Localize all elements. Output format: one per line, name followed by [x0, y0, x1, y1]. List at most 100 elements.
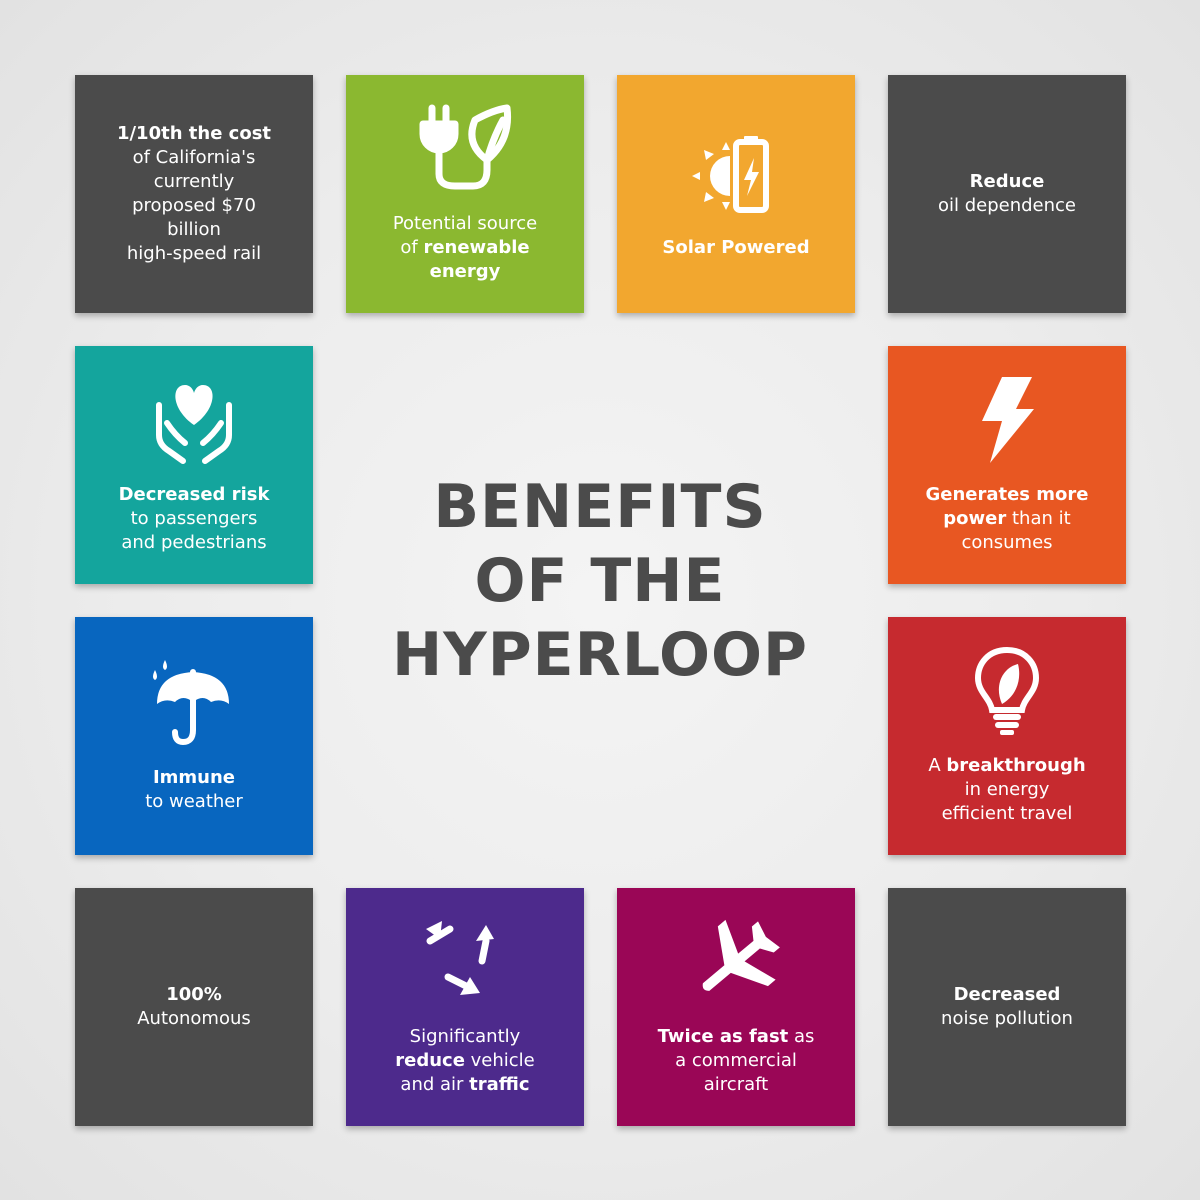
text-bold-run: renewable [423, 237, 530, 258]
tile-text-line: Decreased [941, 983, 1073, 1007]
tile-text-line: efficient travel [928, 802, 1085, 826]
tile-text-line: currently [117, 170, 271, 194]
text-run: aircraft [703, 1074, 769, 1095]
text-bold-run: reduce [395, 1050, 465, 1071]
tile-text: Decreased noise pollution [941, 983, 1073, 1031]
text-run: Autonomous [137, 1008, 251, 1029]
tile-text-line: Potential source [393, 212, 537, 236]
tile-reduce-traffic: Significantly reduce vehicle and air traff… [346, 888, 584, 1126]
tile-breakthrough: A breakthrough in energy efficient travel [888, 617, 1126, 855]
tile-text-line: high-speed rail [117, 242, 271, 266]
tile-noise-pollution: Decreased noise pollution [888, 888, 1126, 1126]
tile-text-line: to passengers [119, 507, 270, 531]
tile-cost: 1/10th the cost of California's currently p… [75, 75, 313, 313]
text-run: and air [400, 1074, 470, 1095]
tile-text-line: Autonomous [137, 1007, 251, 1031]
text-run: a commercial [675, 1050, 797, 1071]
tile-immune-weather: Immune to weather [75, 617, 313, 855]
text-run: of [400, 237, 424, 258]
title-line-2: OF THE [474, 546, 726, 616]
tile-text-line: a commercial [658, 1049, 815, 1073]
text-run: than it [1006, 508, 1071, 529]
text-run: oil dependence [937, 195, 1077, 216]
text-run: vehicle [464, 1050, 535, 1071]
tile-text: Twice as fast as a commercial aircraft [658, 1025, 815, 1097]
plug-leaf-icon [419, 104, 512, 190]
tile-text-line: Reduce [938, 170, 1076, 194]
tile-text-line: to weather [145, 790, 243, 814]
umbrella-rain-icon [153, 660, 229, 746]
text-bold-run: Twice as fast [657, 1026, 789, 1047]
tile-oil-dependence: Reduce oil dependence [888, 75, 1126, 313]
tile-text-line: of California's [117, 146, 271, 170]
tile-text-line: A breakthrough [928, 754, 1085, 778]
text-bold-run: energy [429, 261, 501, 282]
text-run: noise pollution [941, 1008, 1073, 1029]
tile-text-line: billion [117, 218, 271, 242]
tile-text: A breakthrough in energy efficient travel [928, 754, 1085, 826]
tile-text-line: Solar Powered [662, 236, 809, 260]
tile-twice-as-fast: Twice as fast as a commercial aircraft [617, 888, 855, 1126]
text-bold-run: Decreased [953, 984, 1061, 1005]
text-bold-run: power [943, 508, 1007, 529]
tile-text-line: and air traffic [395, 1073, 535, 1097]
text-bold-run: Reduce [969, 171, 1045, 192]
tile-autonomous: 100% Autonomous [75, 888, 313, 1126]
tile-text: Solar Powered [662, 236, 809, 260]
text-run: proposed $70 [132, 195, 256, 216]
tile-text-line: power than it [925, 507, 1088, 531]
text-run: as [788, 1026, 815, 1047]
tile-text-line: energy [393, 260, 537, 284]
tile-text-line: Immune [145, 766, 243, 790]
tile-text: Generates more power than it consumes [925, 483, 1088, 555]
tile-solar-powered: Solar Powered [617, 75, 855, 313]
text-run: currently [153, 171, 235, 192]
tile-text-line: reduce vehicle [395, 1049, 535, 1073]
tile-text-line: Decreased risk [119, 483, 270, 507]
text-bold-run: traffic [469, 1074, 530, 1095]
text-run: in energy [964, 779, 1050, 800]
tile-text-line: proposed $70 [117, 194, 271, 218]
text-bold-run: 100% [166, 984, 222, 1005]
airplane-icon [702, 919, 780, 991]
tile-text-line: 1/10th the cost [117, 122, 271, 146]
tile-more-power: Generates more power than it consumes [888, 346, 1126, 584]
tile-text-line: consumes [925, 531, 1088, 555]
text-run: billion [167, 219, 221, 240]
tile-text: Significantly reduce vehicle and air traff… [395, 1025, 535, 1097]
text-run: Significantly [409, 1026, 521, 1047]
text-run: efficient travel [941, 803, 1073, 824]
text-bold-run: Decreased risk [118, 484, 270, 505]
title-line-3: HYPERLOOP [392, 620, 808, 690]
tile-text-line: aircraft [658, 1073, 815, 1097]
tile-text-line: Generates more [925, 483, 1088, 507]
tile-text-line: noise pollution [941, 1007, 1073, 1031]
text-run: Potential source [392, 213, 538, 234]
lightbulb-leaf-icon [974, 646, 1040, 735]
solar-battery-icon [692, 136, 769, 213]
tile-text-line: in energy [928, 778, 1085, 802]
tile-text-line: 100% [137, 983, 251, 1007]
text-bold-run: Generates [925, 484, 1037, 505]
tile-text-line: of renewable [393, 236, 537, 260]
tile-text: Decreased risk to passengers and pedestria… [119, 483, 270, 555]
text-bold-run: Immune [152, 767, 236, 788]
tile-text: 1/10th the cost of California's currently p… [117, 122, 271, 266]
tile-text: 100% Autonomous [137, 983, 251, 1031]
text-run: high-speed rail [126, 243, 262, 264]
tile-text-line: oil dependence [938, 194, 1076, 218]
text-run: A [928, 755, 947, 776]
tile-text: Reduce oil dependence [938, 170, 1076, 218]
tile-text-line: and pedestrians [119, 531, 270, 555]
text-run: of California's [132, 147, 256, 168]
text-bold-run: breakthrough [946, 755, 1086, 776]
text-run: and pedestrians [121, 532, 267, 553]
lightning-bolt-icon [982, 377, 1034, 463]
title-line-1: BENEFITS [433, 472, 767, 542]
text-bold-run: more [1036, 484, 1089, 505]
recycle-arrows-icon [426, 921, 494, 995]
tile-text: Immune to weather [145, 766, 243, 814]
page-title: BENEFITS OF THE HYPERLOOP [312, 470, 888, 692]
tile-decreased-risk: Decreased risk to passengers and pedestria… [75, 346, 313, 584]
tile-text-line: Twice as fast as [658, 1025, 815, 1049]
